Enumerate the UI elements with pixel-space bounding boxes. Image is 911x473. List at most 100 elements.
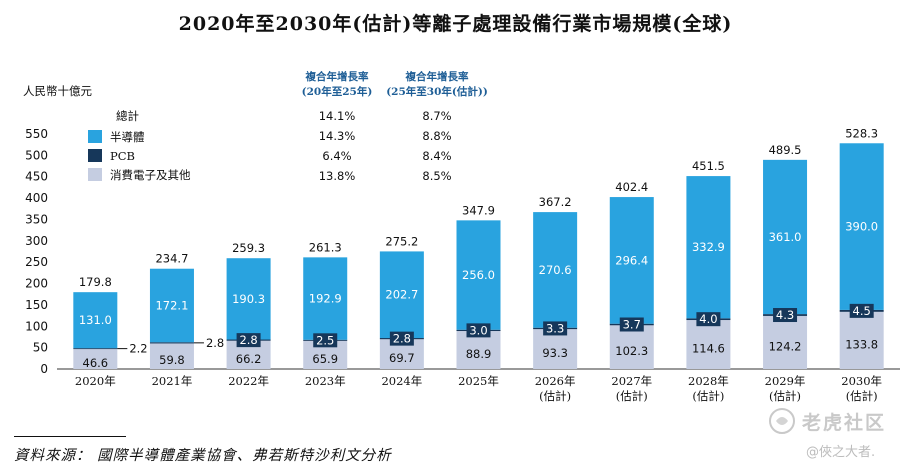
data-label-semiconductor: 332.9 [692,240,725,254]
pcb-label-box [389,331,414,346]
data-label-consumer: 46.6 [83,356,109,370]
pcb-label-box [466,323,491,338]
x-tick-label: (估計) [539,389,571,403]
cagr-row-label: 總計 [116,109,139,123]
data-label-semiconductor: 192.9 [309,292,342,306]
data-label-consumer: 102.3 [615,344,648,358]
bar-segment-consumer [763,315,808,369]
bar-segment-consumer [533,329,578,369]
bar-segment-semiconductor [149,268,194,343]
data-label-total: 347.9 [462,203,495,217]
data-label-pcb: 2.2 [129,342,147,356]
x-tick-label: 2027年 [611,374,652,388]
x-tick-label: 2028年 [688,374,729,388]
bar-segment-semiconductor [73,292,118,349]
x-tick-label: 2030年 [841,374,882,388]
legend-swatch [88,130,102,143]
cagr-value-25-30: 8.8% [422,129,451,143]
bar-segment-semiconductor [763,159,808,315]
cagr-header-1-line2: (20年至25年) [302,85,373,98]
data-label-pcb: 2.8 [393,332,411,346]
data-label-semiconductor: 256.0 [462,268,495,282]
y-tick-label: 150 [25,298,48,312]
bar-segment-semiconductor [839,143,884,310]
x-tick-label: 2026年 [535,374,576,388]
cagr-header-2-line1: 複合年增長率 [405,70,469,83]
y-tick-label: 0 [40,362,48,376]
data-label-semiconductor: 270.6 [539,263,572,277]
data-label-pcb: 4.0 [699,312,717,326]
pcb-label-box [236,333,261,348]
cagr-value-25-30: 8.7% [422,109,451,123]
pcb-label-box [313,333,338,348]
data-label-semiconductor: 190.3 [232,292,265,306]
cagr-value-20-25: 14.1% [319,109,356,123]
data-label-consumer: 66.2 [236,352,262,366]
data-label-total: 489.5 [769,143,802,157]
bar-segment-semiconductor [303,257,348,340]
data-label-total: 234.7 [155,252,188,266]
data-label-semiconductor: 202.7 [385,288,418,302]
y-tick-label: 200 [25,277,48,291]
data-label-semiconductor: 361.0 [769,230,802,244]
x-tick-label: 2025年 [458,374,499,388]
data-label-pcb: 2.8 [206,336,224,350]
pcb-label-box [773,308,798,323]
y-tick-label: 300 [25,234,48,248]
y-tick-label: 250 [25,255,48,269]
data-label-total: 528.3 [845,126,878,140]
bar-segment-semiconductor [686,176,731,319]
data-label-pcb: 4.3 [776,308,794,322]
x-tick-label: (估計) [769,389,801,403]
bar-segment-pcb [149,342,194,344]
data-label-total: 402.4 [615,180,648,194]
bar-segment-pcb [73,348,118,350]
cagr-header-2-line2: (25年至30年(估計)) [386,85,488,98]
bar-segment-semiconductor [456,220,501,330]
data-label-pcb: 3.3 [546,321,564,335]
chart-title: 2020年至2030年(估計)等離子處理設備行業市場規模(全球) [178,13,733,35]
cagr-value-20-25: 6.4% [322,149,351,163]
bar-segment-semiconductor [226,258,271,340]
bar-segment-consumer [73,349,118,369]
data-label-pcb: 4.5 [853,304,871,318]
y-tick-label: 100 [25,319,48,333]
cagr-value-20-25: 14.3% [319,129,356,143]
source-note: 資料來源： 國際半導體產業協會、弗若斯特沙利文分析 [14,448,392,464]
data-label-consumer: 88.9 [466,347,492,361]
data-label-pcb: 2.5 [316,333,334,347]
data-label-consumer: 114.6 [692,342,725,356]
bar-segment-consumer [686,320,731,369]
data-label-consumer: 124.2 [769,339,802,353]
pcb-label-box [543,321,568,336]
data-label-total: 261.3 [309,240,342,254]
bar-segment-consumer [839,311,884,369]
bar-segment-semiconductor [379,251,424,339]
bar-segment-semiconductor [533,212,578,328]
x-tick-label: 2022年 [228,374,269,388]
y-tick-label: 500 [25,148,48,162]
cagr-header-1-line1: 複合年增長率 [305,70,369,83]
x-tick-label: (估計) [846,389,878,403]
y-tick-label: 550 [25,127,48,141]
data-label-semiconductor: 390.0 [845,220,878,234]
data-label-consumer: 93.3 [542,346,568,360]
x-tick-label: (估計) [692,389,724,403]
tiger-logo-icon [769,408,795,434]
x-tick-label: 2020年 [75,374,116,388]
bar-segment-consumer [609,325,654,369]
watermark-brand: 老虎社区 [802,412,887,434]
data-label-pcb: 2.8 [239,333,257,347]
pcb-label-box [696,312,721,327]
data-label-total: 179.8 [79,275,112,289]
x-tick-label: 2024年 [381,374,422,388]
data-label-consumer: 65.9 [312,352,338,366]
data-label-semiconductor: 131.0 [79,313,112,327]
pcb-label-box [849,303,874,318]
data-label-total: 259.3 [232,241,265,255]
y-axis-label: 人民幣十億元 [23,84,92,98]
legend-label: 半導體 [110,130,145,144]
data-label-pcb: 3.0 [469,323,487,337]
legend-label: 消費電子及其他 [110,168,191,182]
data-label-consumer: 69.7 [389,351,415,365]
